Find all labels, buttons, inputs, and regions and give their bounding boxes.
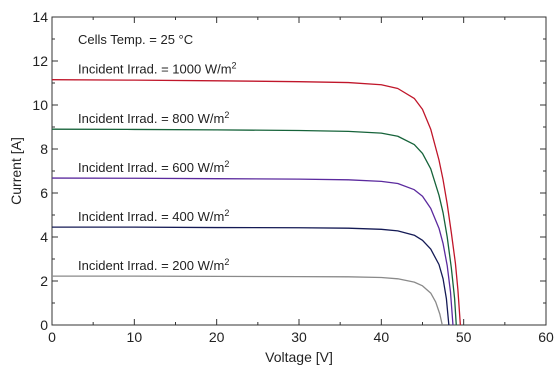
x-tick-label: 40 <box>374 329 390 345</box>
unit-superscript: 2 <box>224 257 229 267</box>
series-label: Incident Irrad. = 200 W/m2 <box>78 257 229 273</box>
series-label: Incident Irrad. = 800 W/m2 <box>78 110 229 126</box>
x-tick-label: 20 <box>209 329 225 345</box>
x-tick-label: 50 <box>456 329 472 345</box>
unit-superscript: 2 <box>232 61 237 71</box>
y-tick-label: 8 <box>40 141 48 157</box>
x-tick-label: 0 <box>48 329 56 345</box>
y-tick-label: 4 <box>40 229 48 245</box>
series-line <box>52 226 450 326</box>
axis-tick-labels: 0 10 20 30 40 50 60 0 2 4 6 8 10 12 14 <box>32 9 554 345</box>
series-label: Incident Irrad. = 1000 W/m2 <box>78 61 237 77</box>
y-tick-label: 12 <box>32 53 48 69</box>
series-label: Incident Irrad. = 400 W/m2 <box>78 208 229 224</box>
x-axis-title: Voltage [V] <box>265 349 333 365</box>
curve-annotations: Incident Irrad. = 1000 W/m2 Incident Irra… <box>78 61 237 273</box>
series-line <box>51 177 454 326</box>
series-line <box>51 79 462 326</box>
series-line <box>51 128 457 326</box>
x-tick-label: 10 <box>127 329 143 345</box>
y-tick-label: 10 <box>32 97 48 113</box>
y-tick-label: 6 <box>40 185 48 201</box>
temperature-note: Cells Temp. = 25 °C <box>78 32 193 47</box>
y-tick-label: 2 <box>40 273 48 289</box>
series-lines <box>51 79 462 326</box>
y-tick-label: 0 <box>40 317 48 333</box>
axis-ticks <box>51 16 547 326</box>
series-label: Incident Irrad. = 600 W/m2 <box>78 159 229 175</box>
unit-superscript: 2 <box>224 208 229 218</box>
series-line <box>52 275 443 326</box>
unit-superscript: 2 <box>224 110 229 120</box>
x-tick-label: 30 <box>291 329 307 345</box>
y-axis-title: Current [A] <box>8 137 24 205</box>
y-tick-label: 14 <box>32 9 48 25</box>
unit-superscript: 2 <box>224 159 229 169</box>
x-tick-label: 60 <box>538 329 554 345</box>
